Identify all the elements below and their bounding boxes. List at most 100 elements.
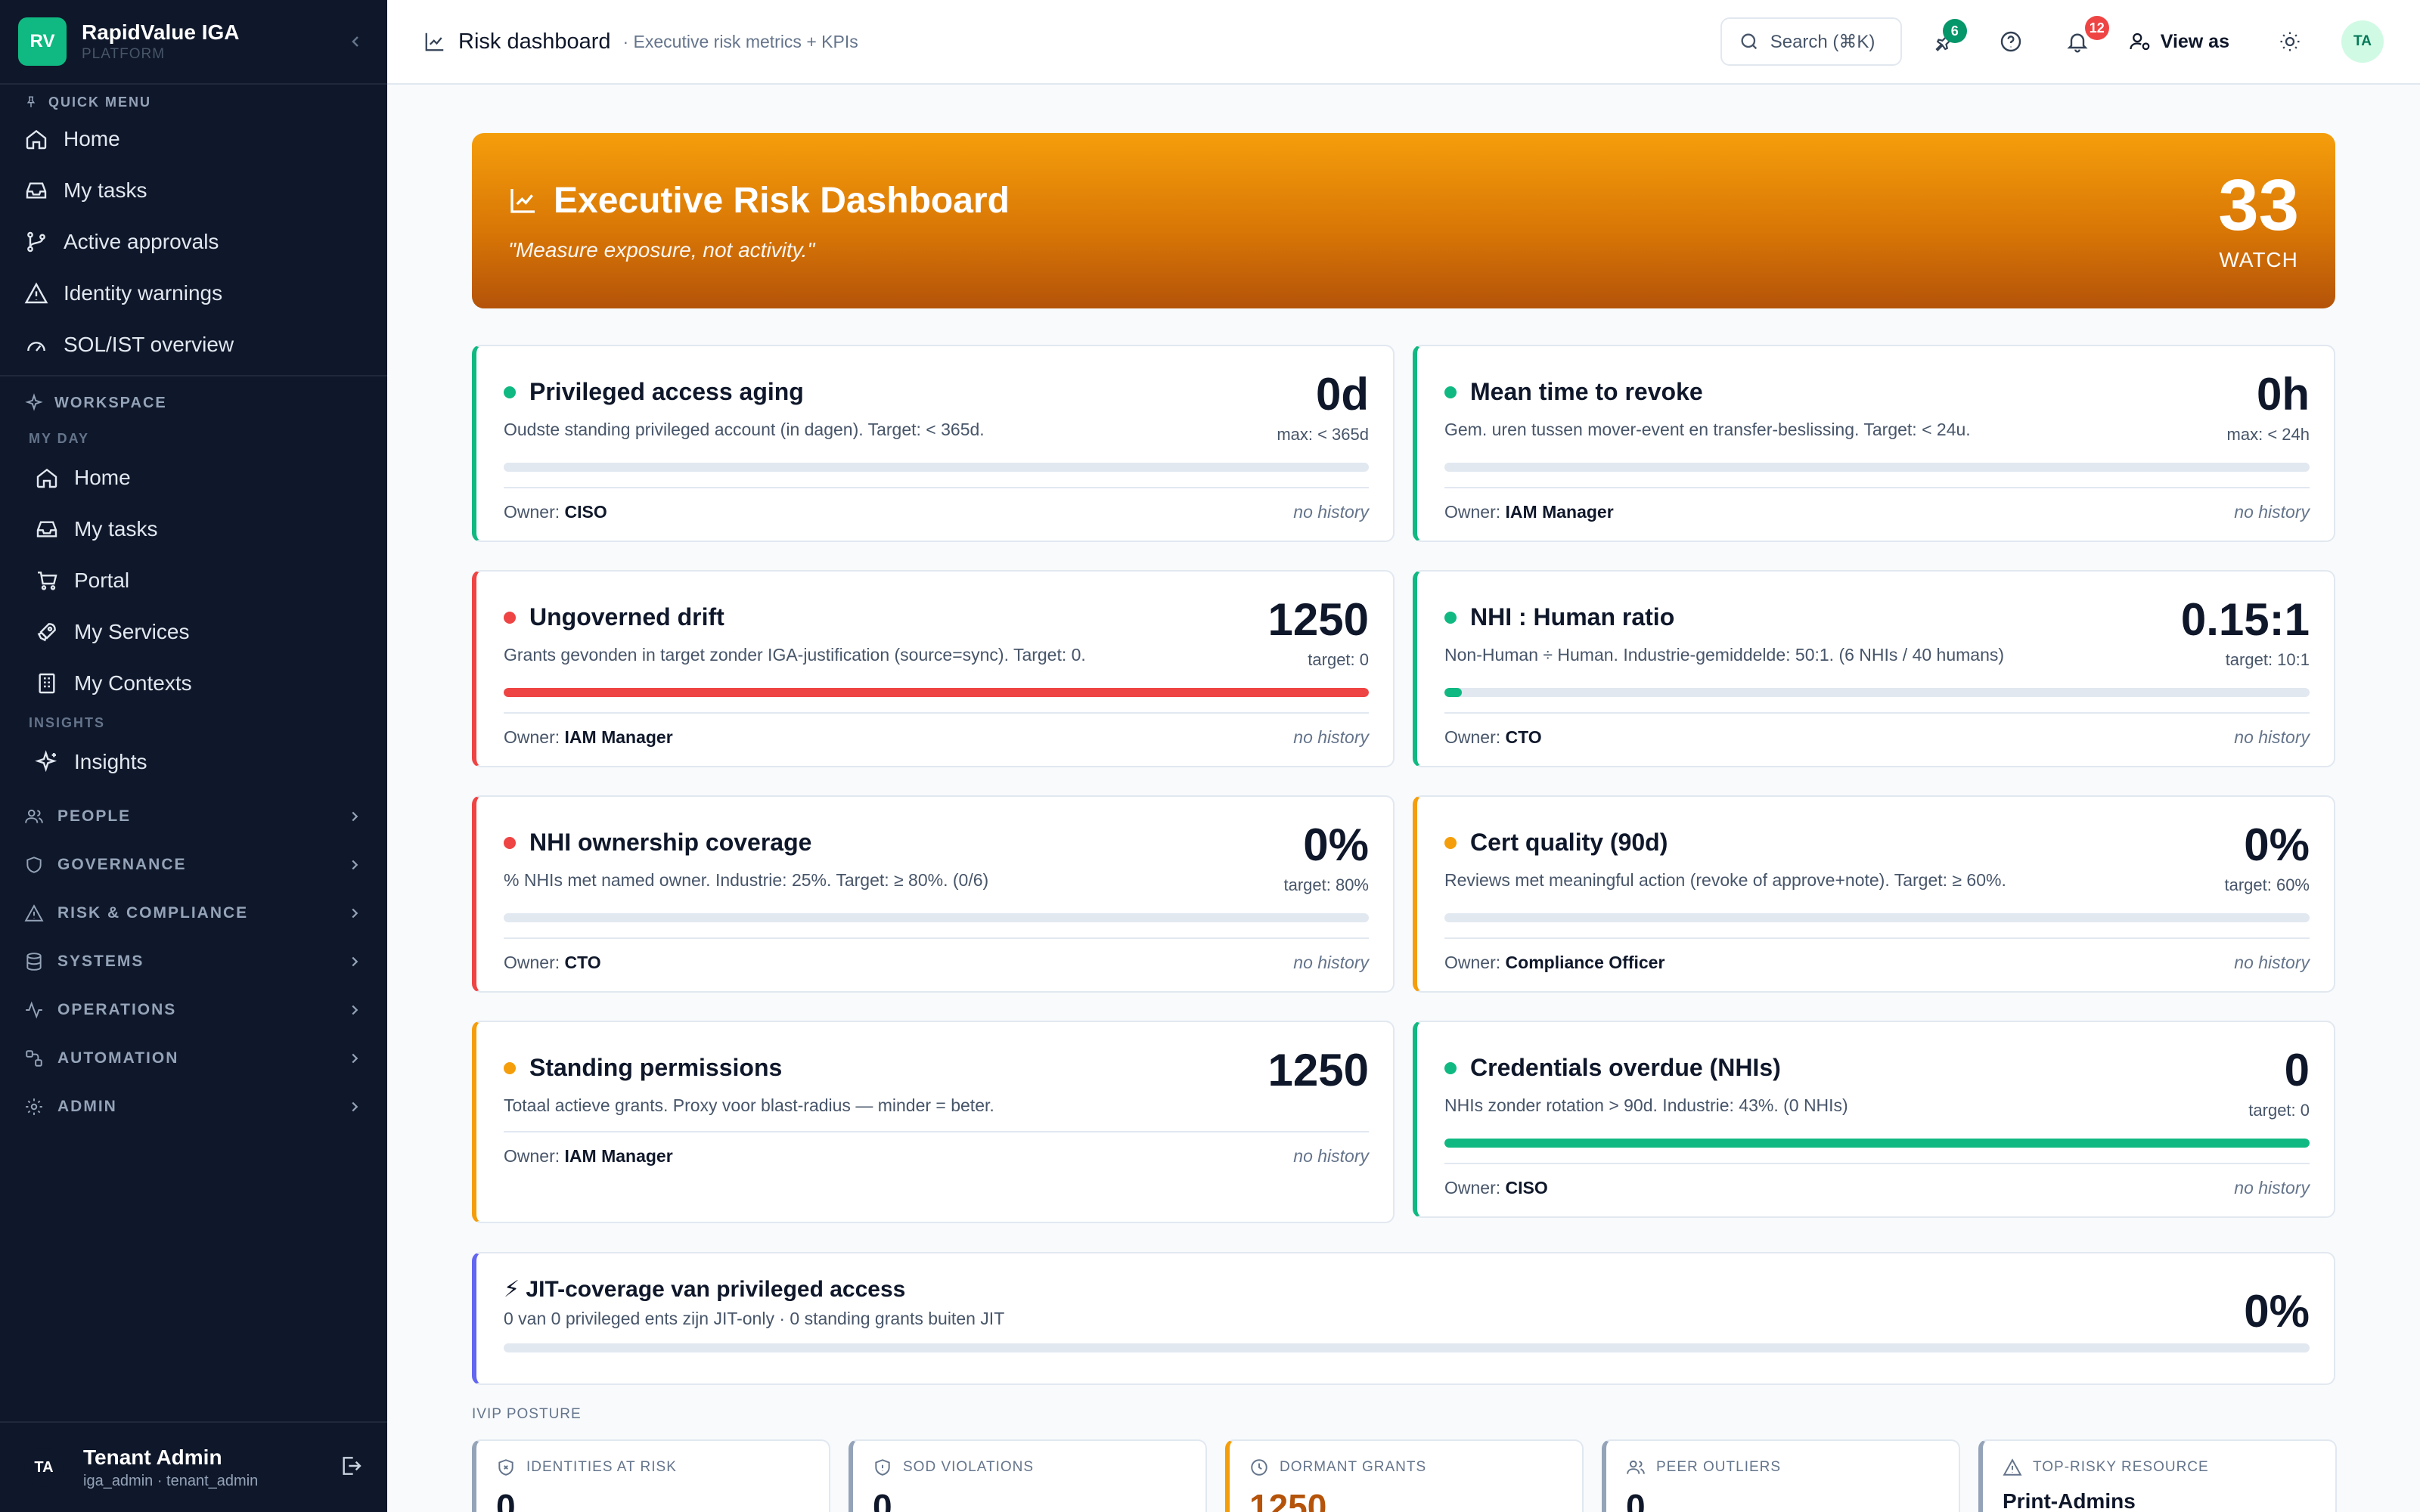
help-button[interactable] xyxy=(1987,17,2035,66)
kpi-description: % NHIs met named owner. Industrie: 25%. … xyxy=(504,870,989,890)
kpi-card[interactable]: Ungoverned drift Grants gevonden in targe… xyxy=(472,570,1395,767)
kpi-target: target: 0 xyxy=(1308,650,1369,669)
sidebar-group-risk-compliance[interactable]: RISK & COMPLIANCE xyxy=(0,889,387,937)
kpi-value: 1250 xyxy=(1267,594,1369,645)
chevron-left-icon xyxy=(352,36,358,47)
kpi-card[interactable]: Credentials overdue (NHIs) NHIs zonder ro… xyxy=(1413,1021,2335,1218)
quick-item-identity-warnings[interactable]: Identity warnings xyxy=(0,268,387,319)
kpi-footer: Owner: CTO no history xyxy=(1444,712,2310,766)
warning-icon xyxy=(2003,1458,2022,1476)
sidebar-group-people[interactable]: PEOPLE xyxy=(0,792,387,841)
kpi-value: 0.15:1 xyxy=(2180,594,2310,645)
notification-count-badge: 12 xyxy=(2084,16,2109,40)
pinned-button[interactable]: 6 xyxy=(1920,17,1969,66)
kpi-history: no history xyxy=(1293,953,1369,972)
posture-card[interactable]: IDENTITIES AT RISK 0 xyxy=(472,1439,830,1512)
home-icon xyxy=(26,129,47,150)
workflow-icon xyxy=(26,1050,42,1067)
kpi-footer: Owner: CISO no history xyxy=(504,487,1369,541)
kpi-name: Cert quality (90d) xyxy=(1444,829,2006,857)
sidebar-group-automation[interactable]: AUTOMATION xyxy=(0,1034,387,1083)
pin-icon xyxy=(1935,31,1955,51)
sun-icon xyxy=(2280,32,2300,51)
kpi-owner: Owner: IAM Manager xyxy=(504,727,673,747)
user-name: Tenant Admin xyxy=(83,1445,222,1469)
posture-card[interactable]: TOP-RISKY RESOURCE Print-Admins xyxy=(1978,1439,2337,1512)
sidebar-group-admin[interactable]: ADMIN xyxy=(0,1083,387,1131)
kpi-progress-bar xyxy=(1444,1139,2310,1148)
sidebar-item-my-contexts[interactable]: My Contexts xyxy=(0,658,387,709)
bell-icon xyxy=(2067,33,2088,53)
kpi-history: no history xyxy=(2234,727,2310,747)
cart-icon xyxy=(38,572,57,590)
kpi-owner: Owner: IAM Manager xyxy=(1444,502,1614,522)
posture-card[interactable]: DORMANT GRANTS 1250 xyxy=(1225,1439,1584,1512)
kpi-progress-bar xyxy=(1444,913,2310,922)
logout-button[interactable] xyxy=(339,1454,363,1482)
kpi-card[interactable]: Standing permissions Totaal actieve grant… xyxy=(472,1021,1395,1223)
user-avatar-button[interactable]: TA xyxy=(2341,20,2384,63)
kpi-card[interactable]: Cert quality (90d) Reviews met meaningful… xyxy=(1413,795,2335,993)
kpi-history: no history xyxy=(2234,953,2310,972)
theme-toggle-button[interactable] xyxy=(2266,17,2314,66)
sidebar-divider xyxy=(0,375,387,376)
kpi-card[interactable]: NHI ownership coverage % NHIs met named o… xyxy=(472,795,1395,993)
search-icon xyxy=(1741,33,1757,50)
kpi-card[interactable]: NHI : Human ratio Non-Human ÷ Human. Indu… xyxy=(1413,570,2335,767)
kpi-owner: Owner: CTO xyxy=(1444,727,1542,747)
kpi-name: Credentials overdue (NHIs) xyxy=(1444,1054,1848,1082)
warning-icon xyxy=(24,904,44,922)
search-button[interactable]: Search (⌘K) xyxy=(1720,17,1902,66)
jit-coverage-card[interactable]: ⚡ JIT-coverage van privileged access 0 v… xyxy=(472,1252,2335,1385)
notifications-button[interactable]: 12 xyxy=(2053,16,2109,66)
kpi-owner: Owner: CISO xyxy=(1444,1178,1548,1198)
kpi-footer: Owner: IAM Manager no history xyxy=(504,1131,1369,1185)
kpi-card[interactable]: Privileged access aging Oudste standing p… xyxy=(472,345,1395,542)
sparkle-icon xyxy=(25,393,43,411)
sidebar-group-governance[interactable]: GOVERNANCE xyxy=(0,841,387,889)
kpi-card[interactable]: Mean time to revoke Gem. uren tussen move… xyxy=(1413,345,2335,542)
brand: RV RapidValue IGA PLATFORM xyxy=(0,0,387,85)
sidebar-item-home[interactable]: Home xyxy=(0,452,387,503)
sidebar-item-portal[interactable]: Portal xyxy=(0,555,387,606)
kpi-description: Totaal actieve grants. Proxy voor blast-… xyxy=(504,1095,994,1115)
collapse-sidebar-button[interactable] xyxy=(342,28,369,55)
sidebar-group-systems[interactable]: SYSTEMS xyxy=(0,937,387,986)
kpi-footer: Owner: IAM Manager no history xyxy=(1444,487,2310,541)
kpi-target: max: < 24h xyxy=(2226,425,2310,444)
quick-item-my-tasks[interactable]: My tasks xyxy=(0,165,387,216)
quick-item-home[interactable]: Home xyxy=(0,113,387,165)
posture-card[interactable]: SOD VIOLATIONS 0 xyxy=(849,1439,1207,1512)
sidebar-group-operations[interactable]: OPERATIONS xyxy=(0,986,387,1034)
kpi-value: 0d xyxy=(1315,369,1369,420)
avatar: TA xyxy=(24,1448,64,1487)
kpi-progress-bar xyxy=(504,463,1369,472)
quick-item-active-approvals[interactable]: Active approvals xyxy=(0,216,387,268)
kpi-description: Gem. uren tussen mover-event en transfer… xyxy=(1444,420,1971,439)
kpi-description: Non-Human ÷ Human. Industrie-gemiddelde:… xyxy=(1444,645,2005,665)
jit-progress-bar xyxy=(504,1343,2310,1352)
view-as-button[interactable]: View as xyxy=(2129,30,2229,53)
kpi-name: Ungoverned drift xyxy=(504,603,1086,631)
help-icon xyxy=(2000,31,2021,52)
posture-heading: IVIP POSTURE xyxy=(472,1406,582,1422)
hero-quote: "Measure exposure, not activity." xyxy=(508,237,815,262)
sidebar-user: TA Tenant Admin iga_admin · tenant_admin xyxy=(0,1421,387,1512)
kpi-value: 0h xyxy=(2256,369,2310,420)
gauge-icon xyxy=(27,342,45,352)
quick-item-sol-ist-overview[interactable]: SOL/IST overview xyxy=(0,319,387,370)
status-dot xyxy=(504,611,516,624)
top-bar: Risk dashboard · Executive risk metrics … xyxy=(387,0,2420,85)
kpi-target: target: 80% xyxy=(1283,875,1369,894)
posture-card[interactable]: PEER OUTLIERS 0 xyxy=(1602,1439,1960,1512)
brand-name: RapidValue IGA xyxy=(82,20,240,44)
sidebar-item-my-services[interactable]: My Services xyxy=(0,606,387,658)
kpi-progress-bar xyxy=(1444,688,2310,697)
brand-sub: PLATFORM xyxy=(82,46,166,62)
kpi-history: no history xyxy=(1293,727,1369,747)
sidebar-item-my-tasks[interactable]: My tasks xyxy=(0,503,387,555)
jit-title: ⚡ JIT-coverage van privileged access xyxy=(504,1277,906,1302)
user-meta: iga_admin · tenant_admin xyxy=(83,1472,259,1489)
kpi-value: 0 xyxy=(2284,1045,2310,1095)
sidebar-item-insights[interactable]: Insights xyxy=(0,736,387,788)
